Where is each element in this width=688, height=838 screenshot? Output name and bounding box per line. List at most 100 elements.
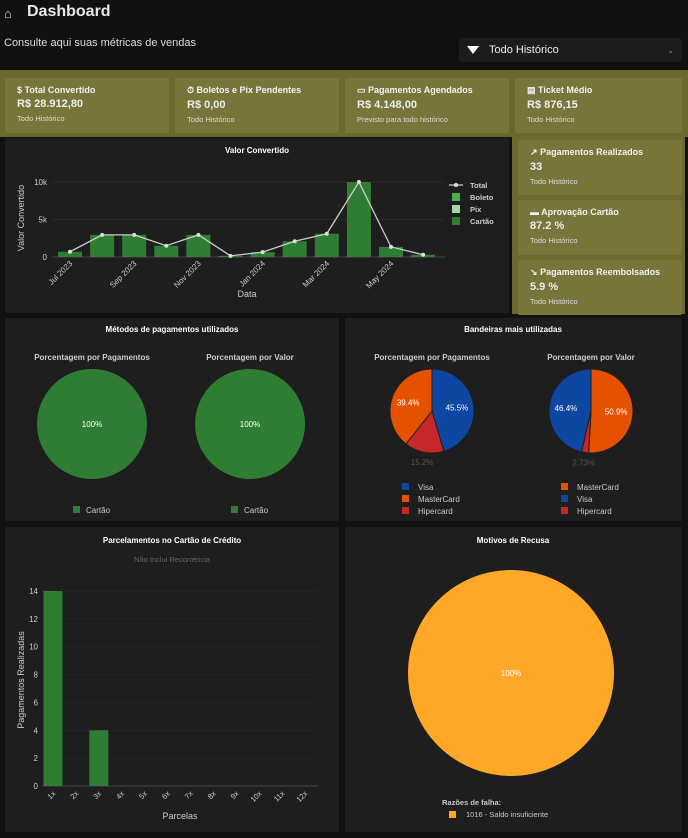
kpi-value: R$ 4.148,00 xyxy=(357,99,417,111)
pie-label: 15.2% xyxy=(411,458,434,467)
y-tick-label: 5k xyxy=(39,216,48,225)
kpi-label: Pagamentos Reembolsados xyxy=(540,267,661,277)
chart-valor-convertido xyxy=(5,138,509,313)
chart-title: Valor Convertido xyxy=(225,146,289,155)
bar-cartao xyxy=(186,234,211,257)
kpi-subtext: Todo Histórico xyxy=(187,115,235,124)
x-tick-label: May 2024 xyxy=(364,259,396,291)
kpi-card: ▭ Pagamentos Agendados R$ 4.148,00 Previ… xyxy=(345,78,509,133)
home-icon: ⌂ xyxy=(4,6,12,21)
chart-subtitle: Porcentagem por Pagamentos xyxy=(34,353,150,362)
y-tick-label: 14 xyxy=(29,587,38,596)
kpi-subtext: Previsto para todo histórico xyxy=(357,115,448,124)
legend-title: Razões de falha: xyxy=(442,798,501,807)
legend-swatch xyxy=(561,495,568,502)
chart-subtitle: Porcentagem por Pagamentos xyxy=(374,353,490,362)
y-tick-label: 4 xyxy=(34,726,39,735)
pie-slice xyxy=(195,369,305,479)
x-tick-label: 11x xyxy=(272,789,287,804)
x-tick-label: 4x xyxy=(114,789,126,801)
bar-cartao xyxy=(90,234,115,257)
x-tick-label: 7x xyxy=(183,789,195,801)
bar-cartao xyxy=(379,246,403,257)
period-filter-select[interactable]: Todo Histórico ⌄ xyxy=(459,38,682,62)
kpi-card: ⏱ Boletos e Pix Pendentes R$ 0,00 Todo H… xyxy=(175,78,339,133)
bar-cartao xyxy=(154,245,179,257)
legend-label: 1016 - Saldo insuficiente xyxy=(466,810,548,819)
chart-title: Motivos de Recusa xyxy=(477,536,550,545)
legend-label: Cartão xyxy=(244,506,269,515)
chart-subtitle: Porcentagem por Valor xyxy=(547,353,635,362)
kpi-icon: ↗ xyxy=(530,147,538,157)
x-tick-label: 6x xyxy=(160,789,172,801)
x-tick-label: Sep 2023 xyxy=(108,259,139,290)
y-tick-label: 10k xyxy=(34,178,48,187)
kpi-subtext: Todo Histórico xyxy=(527,115,575,124)
pie-slice xyxy=(431,368,475,452)
point-total xyxy=(356,180,361,184)
kpi-card: ↗ Pagamentos Realizados 33 Todo Históric… xyxy=(518,140,682,195)
chevron-down-icon: ⌄ xyxy=(667,45,674,55)
pie-label: 45.5% xyxy=(446,403,469,412)
kpi-card: $ Total Convertido R$ 28.912,80 Todo His… xyxy=(5,78,169,133)
kpi-value: 87.2 % xyxy=(530,220,565,232)
filter-selected: Todo Histórico xyxy=(489,44,559,56)
y-axis-title: Valor Convertido xyxy=(16,185,26,251)
kpi-icon: ▭ xyxy=(357,85,366,95)
point-total xyxy=(421,252,426,257)
chart-title: Bandeiras mais utilizadas xyxy=(464,325,562,334)
kpi-card: ▬ Aprovação Cartão 87.2 % Todo Histórico xyxy=(518,200,682,255)
pie-label: 46.4% xyxy=(555,404,578,413)
legend-swatch xyxy=(402,495,409,502)
pie-label: 100% xyxy=(501,669,521,678)
bar-cartao xyxy=(250,252,275,257)
pie-label: 50.9% xyxy=(605,408,628,417)
bar-cartao xyxy=(346,182,371,257)
kpi-label: Ticket Médio xyxy=(538,85,593,95)
kpi-card: ↘ Pagamentos Reembolsados 5.9 % Todo His… xyxy=(518,260,682,315)
kpi-value: 5.9 % xyxy=(530,281,559,293)
x-tick-label: 10x xyxy=(249,789,264,804)
legend-label: MasterCard xyxy=(577,483,619,492)
kpi-card: ▤ Ticket Médio R$ 876,15 Todo Histórico xyxy=(515,78,682,133)
chart-subtitle: Não Inclui Recorrencia xyxy=(134,555,211,564)
page-subtitle: Consulte aqui suas métricas de vendas xyxy=(4,37,196,49)
y-tick-label: 6 xyxy=(34,698,39,707)
bar-cartao xyxy=(282,241,307,257)
pie-label: 2.73% xyxy=(572,458,595,467)
point-total xyxy=(132,232,137,237)
bar-cartao xyxy=(58,251,82,257)
pie-label: 100% xyxy=(82,420,102,429)
legend-swatch xyxy=(452,193,460,201)
legend-label: Cartão xyxy=(470,217,494,226)
kpi-subtext: Todo Histórico xyxy=(530,236,578,245)
legend-marker xyxy=(454,183,458,187)
y-axis-title: Pagamentos Realizadas xyxy=(16,631,26,729)
kpi-value: 33 xyxy=(530,161,543,173)
x-tick-label: 3x xyxy=(91,789,103,801)
legend-label: Boleto xyxy=(470,193,494,202)
pie-slice xyxy=(588,368,634,454)
point-total xyxy=(100,232,105,237)
point-total xyxy=(228,253,233,258)
kpi-subtext: Todo Histórico xyxy=(530,297,578,306)
pie-slice xyxy=(37,369,147,479)
point-total xyxy=(164,243,169,248)
point-total xyxy=(260,250,265,255)
pie-slice xyxy=(389,368,433,445)
pie-slice xyxy=(408,570,614,776)
x-tick-label: Mar 2024 xyxy=(301,259,332,290)
legend-swatch xyxy=(561,483,568,490)
kpi-subtext: Todo Histórico xyxy=(17,114,65,123)
point-total xyxy=(68,249,72,254)
x-axis-title: Parcelas xyxy=(162,811,198,821)
kpi-icon: ↘ xyxy=(530,267,538,277)
kpi-label: Pagamentos Agendados xyxy=(368,85,473,95)
x-tick-label: 12x xyxy=(294,789,309,804)
kpi-icon: ⏱ xyxy=(187,85,195,95)
kpi-value: R$ 0,00 xyxy=(187,99,226,111)
y-tick-label: 10 xyxy=(29,643,38,652)
bar xyxy=(43,591,63,786)
legend-swatch xyxy=(231,506,238,513)
